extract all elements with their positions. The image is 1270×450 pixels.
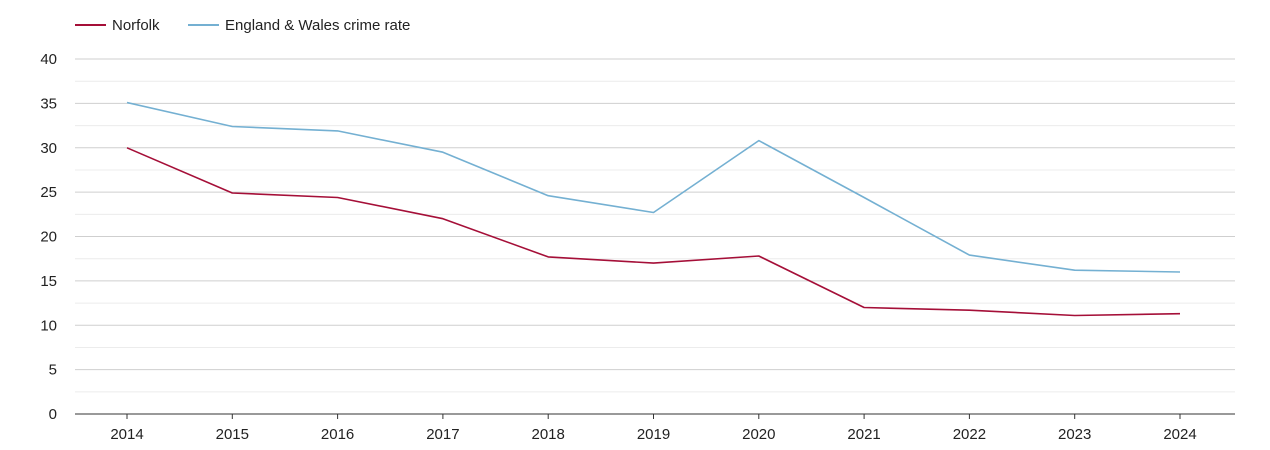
x-tick-label: 2019 [637,426,670,443]
x-tick-label: 2016 [321,426,354,443]
chart-series [126,101,1181,317]
y-tick-label: 5 [49,362,57,379]
x-tick-label: 2018 [532,426,565,443]
x-tick-label: 2014 [110,426,143,443]
y-tick-label: 25 [40,184,57,201]
series-line-england-wales-crime-rate [126,101,1181,273]
legend-label-norfolk: Norfolk [112,17,160,34]
x-tick-label: 2015 [216,426,249,443]
y-tick-label: 35 [40,95,57,112]
x-tick-label: 2021 [847,426,880,443]
y-tick-label: 15 [40,273,57,290]
series-line-norfolk [126,147,1181,317]
chart-gridlines [75,58,1235,393]
y-tick-label: 20 [40,229,57,246]
y-axis: 0 5 10 15 20 25 30 35 40 [40,51,57,423]
y-tick-label: 10 [40,317,57,334]
x-tick-label: 2017 [426,426,459,443]
x-axis: 2014 2015 2016 2017 2018 2019 2020 2021 2022 2023… [75,413,1235,443]
x-tick-label: 2024 [1163,426,1196,443]
chart-legend: Norfolk England & Wales crime rate [75,17,410,34]
x-tick-label: 2023 [1058,426,1091,443]
y-tick-label: 0 [49,406,57,423]
x-tick-label: 2022 [953,426,986,443]
y-tick-label: 30 [40,140,57,157]
y-tick-label: 40 [40,51,57,68]
x-tick-label: 2020 [742,426,775,443]
legend-label-england-wales-crime-rate: England & Wales crime rate [225,17,410,34]
